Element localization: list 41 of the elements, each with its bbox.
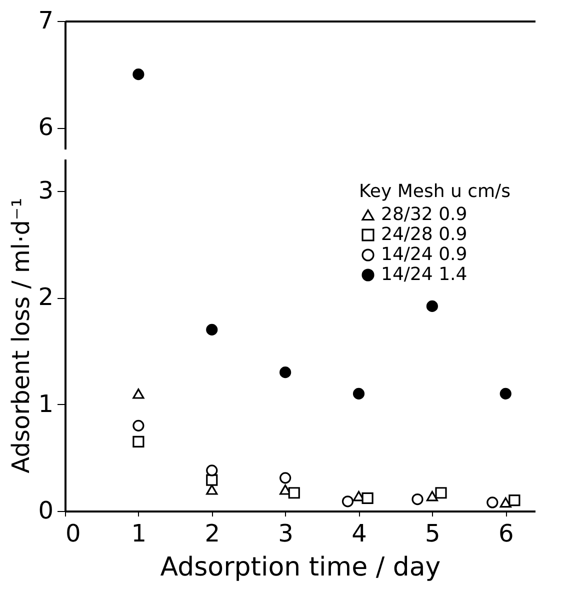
point [435,487,447,499]
x-tick-label: 2 [204,520,220,548]
legend-label: 14/24 1.4 [381,264,468,285]
point [206,484,218,495]
legend-label: 28/32 0.9 [381,204,468,225]
legend-title: Key Mesh u cm/s [359,181,510,202]
point [362,492,374,504]
x-tick-label: 3 [278,520,294,548]
point [132,388,144,399]
y-tick-label: 3 [38,176,54,204]
point [500,388,512,400]
point [426,490,438,502]
point [206,324,218,336]
point [412,493,424,506]
y-tick-label: 7 [38,6,54,34]
point [206,464,218,476]
point [500,497,512,508]
point [426,300,438,312]
y-tick-label: 0 [38,496,54,524]
x-tick-label: 6 [498,520,514,548]
y-tick-label: 1 [38,390,54,418]
x-tick-label: 1 [131,520,147,548]
point [342,496,354,508]
legend-label: 14/24 0.9 [381,244,468,265]
point [508,494,520,506]
point [352,388,365,400]
point [280,472,292,484]
y-tick-label: 6 [38,113,54,142]
point [288,487,300,499]
x-tick-label: 0 [66,520,81,548]
point [132,436,144,448]
y-axis-title: Adsorbent loss / ml·d⁻¹ [7,198,36,474]
point [206,474,218,486]
x-axis-title: Adsorption time / day [160,552,441,582]
legend-label: 24/28 0.9 [381,224,468,245]
y-tick-label: 2 [38,283,54,312]
point [486,496,498,508]
x-tick-label: 4 [352,520,367,548]
point [280,366,292,378]
x-tick-label: 5 [425,520,440,548]
point [132,420,144,432]
